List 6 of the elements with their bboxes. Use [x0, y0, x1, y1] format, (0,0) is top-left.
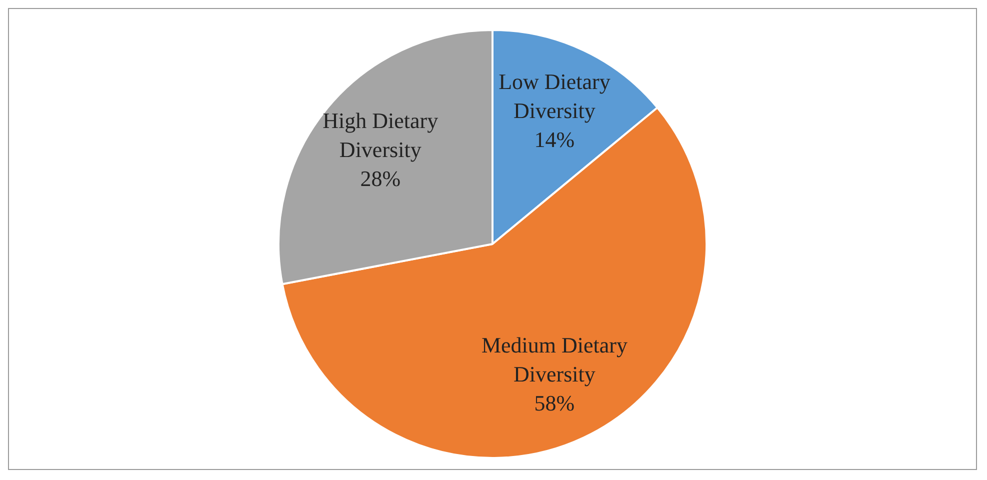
slice-label: Medium Dietary Diversity: [481, 332, 628, 386]
slice-label: High Dietary Diversity: [322, 108, 438, 162]
data-label: 28%: [360, 166, 401, 192]
slice-label: Low Dietary Diversity: [498, 69, 610, 124]
data-label: 58%: [534, 390, 575, 416]
data-label: 14%: [534, 127, 575, 152]
